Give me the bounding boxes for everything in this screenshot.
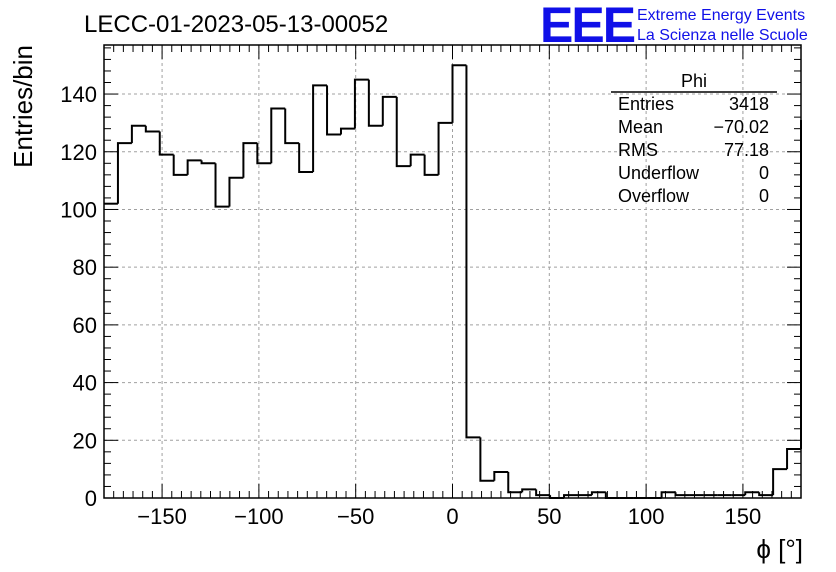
x-tick-label: 0 [446,504,458,529]
x-tick-label: −50 [337,504,374,529]
histogram-bin [326,85,341,136]
stats-value: 3418 [729,94,769,114]
histogram-bin [590,491,606,496]
logo-mark: EEE [540,0,635,53]
y-axis-title: Entries/bin [8,45,38,168]
histogram-bin [786,447,801,470]
chart-title: LECC-01-2023-05-13-00052 [84,11,388,38]
stats-label: Overflow [618,186,690,206]
histogram-bin [367,79,383,127]
y-tick-labels: 0 20 40 60 80 100 120 140 [60,82,97,511]
histogram-bin [144,125,160,133]
histogram-bin [284,108,300,145]
stats-box: Phi Entries 3418 Mean −70.02 RMS 77.18 Underfl… [611,71,777,206]
histogram-bin [674,492,690,497]
stats-label: Mean [618,117,663,137]
histogram-bin [186,159,202,175]
histogram-bin [116,142,132,204]
x-tick-label: 100 [628,504,665,529]
x-tick-label: 150 [725,504,762,529]
histogram-bin [172,154,188,176]
histogram-bin [744,491,760,496]
stats-value: 77.18 [724,140,769,160]
stats-label: Underflow [618,163,700,183]
stats-value: −70.02 [713,117,769,137]
eee-logo: EEE Extreme Energy Events La Scienza nel… [540,0,808,53]
histogram-bin [353,78,369,129]
y-tick-label: 120 [60,140,97,165]
histogram-bin [130,124,146,144]
y-tick-label: 140 [60,82,97,107]
histogram-bin [242,142,258,178]
y-tick-label: 80 [73,255,97,280]
axis-ticks [104,45,801,499]
stats-value: 0 [759,163,769,183]
histogram-bin [493,471,509,481]
histogram-bin [423,154,439,176]
histogram-bin [228,176,244,207]
histogram-bin [507,472,523,494]
stats-name: Phi [681,71,707,91]
histogram-bin [214,163,230,208]
histogram-bin [256,143,272,165]
histogram-bin [200,160,216,165]
histogram-bin [381,95,397,126]
logo-line-1: Extreme Energy Events [637,7,805,24]
histogram-bin [563,494,578,498]
y-tick-label: 0 [85,486,97,511]
histogram-bin [535,489,551,497]
logo-line-2: La Scienza nelle Scuole [637,27,808,44]
histogram-bin [451,64,467,123]
histogram-bin [395,96,411,168]
histogram-bin [298,143,314,173]
x-tick-label: −150 [137,504,187,529]
histogram-bin [521,488,537,493]
x-tick-labels: −150 −100 −50 0 50 100 150 [137,504,761,529]
y-tick-label: 20 [73,428,97,453]
histogram-bin [158,131,174,156]
histogram-bin [772,468,788,496]
stats-label: RMS [618,140,658,160]
y-tick-label: 100 [60,197,97,222]
x-axis-title: ϕ [°] [756,534,803,564]
histogram-bin [312,84,328,172]
histogram-bin [604,492,620,499]
histogram-bin [437,121,453,175]
histogram-bin [339,127,355,135]
histogram-bin [409,153,425,167]
y-tick-label: 40 [73,371,97,396]
x-tick-label: 50 [537,504,561,529]
x-tick-label: −100 [234,504,284,529]
histogram-bin [465,65,481,439]
histogram-bin [660,491,676,498]
histogram-bin [479,437,495,482]
stats-value: 0 [759,186,769,206]
y-tick-label: 60 [73,313,97,338]
histogram-bin [270,107,286,164]
stats-label: Entries [618,94,674,114]
histogram-bin [758,492,774,497]
